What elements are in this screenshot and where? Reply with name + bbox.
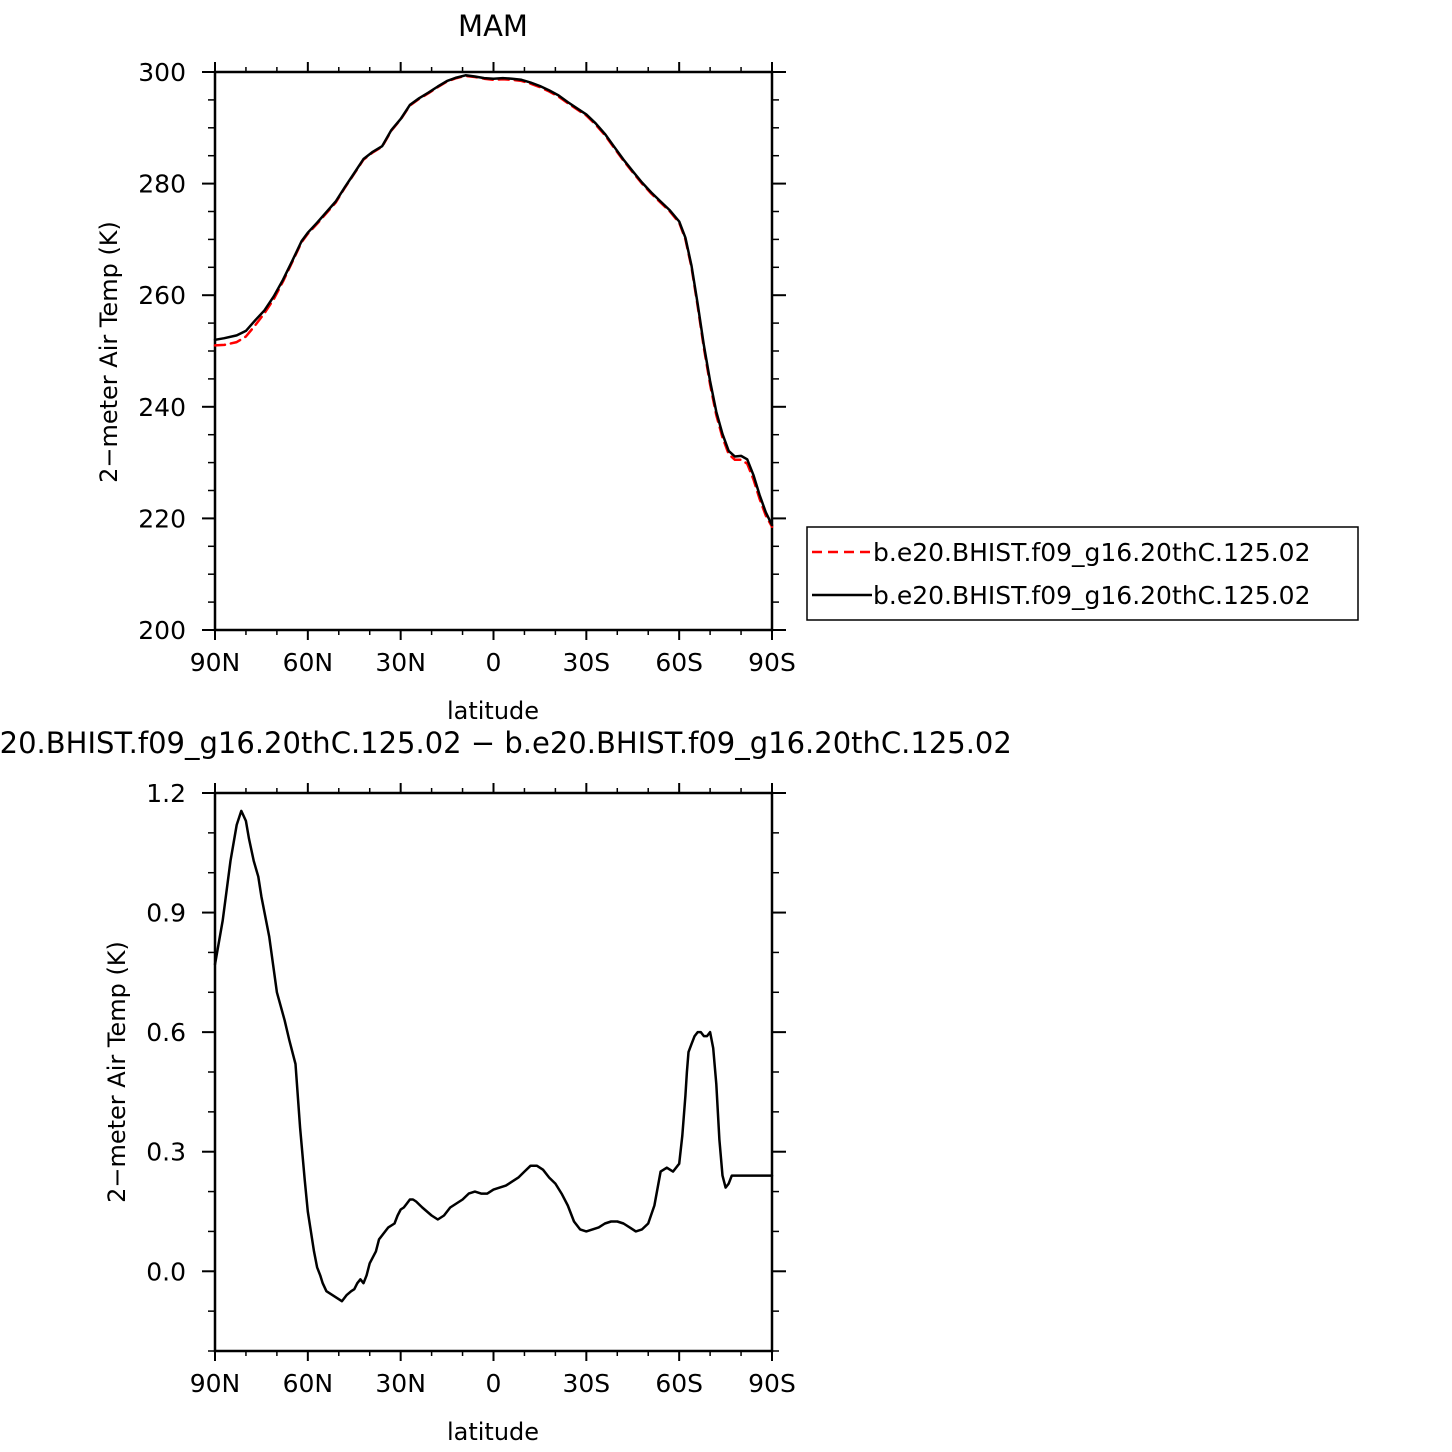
x-tick-label: 60N: [283, 1369, 334, 1398]
series-black-line: [213, 74, 774, 527]
y-tick-label: 0.3: [146, 1138, 186, 1167]
x-tick-label: 60N: [283, 648, 334, 677]
x-tick-label: 90S: [748, 1369, 796, 1398]
bottom-lines: [213, 809, 774, 1303]
bottom-y-axis-label: 2−meter Air Temp (K): [103, 941, 131, 1203]
x-tick-label: 60S: [655, 1369, 703, 1398]
top-ticks: 90N 60N 30N 0 30S 60S 90S 200 220 240 260 280 300: [138, 58, 796, 677]
y-tick-label: 0.9: [146, 899, 186, 928]
x-tick-label: 0: [486, 1369, 502, 1398]
legend: b.e20.BHIST.f09_g16.20thC.125.02 b.e20.B…: [806, 526, 1359, 621]
top-panel: MAM 90N 60N 30N 0 30S 60S 90S 200 220 240 260 280 30…: [95, 9, 796, 725]
x-tick-label: 90N: [190, 648, 241, 677]
legend-label-series-2: b.e20.BHIST.f09_g16.20thC.125.02: [873, 581, 1310, 610]
y-tick-label: 260: [138, 281, 186, 310]
x-tick-label: 60S: [655, 648, 703, 677]
x-tick-label: 0: [486, 648, 502, 677]
x-tick-label: 90S: [748, 648, 796, 677]
top-lines: [213, 74, 774, 529]
x-tick-label: 90N: [190, 1369, 241, 1398]
y-tick-label: 300: [138, 58, 186, 87]
legend-box: [806, 526, 1359, 621]
top-x-axis-label: latitude: [447, 697, 539, 725]
series-red-dashed-line: [213, 74, 774, 529]
bottom-plot-frame: [213, 791, 774, 1353]
y-tick-label: 0.0: [146, 1257, 186, 1286]
top-y-axis-label: 2−meter Air Temp (K): [95, 221, 123, 483]
y-tick-label: 220: [138, 504, 186, 533]
y-tick-label: 240: [138, 393, 186, 422]
x-tick-label: 30N: [375, 1369, 426, 1398]
bottom-ticks: 90N 60N 30N 0 30S 60S 90S 0.0 0.3 0.6 0.9 1.2: [146, 779, 796, 1398]
top-plot-frame: [213, 70, 774, 632]
bottom-panel: b.e20.BHIST.f09_g16.20thC.125.02 − b.e20…: [0, 726, 1012, 1446]
bottom-x-axis-label: latitude: [447, 1418, 539, 1446]
top-chart-title: MAM: [458, 9, 528, 43]
legend-label-series-1: b.e20.BHIST.f09_g16.20thC.125.02: [873, 538, 1310, 567]
y-tick-label: 280: [138, 170, 186, 199]
x-tick-label: 30S: [562, 648, 610, 677]
series-black-line: [213, 809, 774, 1303]
y-tick-label: 1.2: [146, 779, 186, 808]
y-tick-label: 0.6: [146, 1018, 186, 1047]
y-tick-label: 200: [138, 616, 186, 645]
x-tick-label: 30N: [375, 648, 426, 677]
bottom-chart-title: b.e20.BHIST.f09_g16.20thC.125.02 − b.e20…: [0, 726, 1012, 760]
x-tick-label: 30S: [562, 1369, 610, 1398]
